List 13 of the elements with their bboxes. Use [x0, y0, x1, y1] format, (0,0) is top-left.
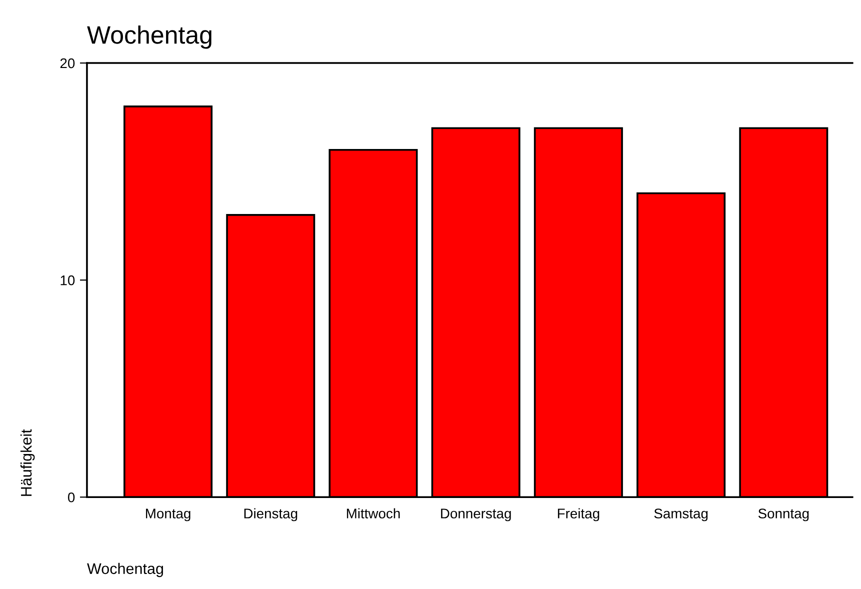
y-tick-label: 20	[60, 58, 75, 68]
x-tick-label: Montag	[146, 508, 190, 522]
x-tick-label: Dienstag	[244, 508, 298, 522]
x-tick-label: Samstag	[654, 508, 708, 522]
y-tick-label: 0	[68, 492, 75, 502]
y-axis-title: Häufigkeit	[20, 429, 35, 496]
x-axis-title: Wochentag	[87, 562, 163, 578]
x-tick-label: Donnerstag	[441, 508, 511, 522]
x-tick-label: Mittwoch	[346, 508, 400, 518]
x-tick-label: Sonntag	[758, 508, 809, 522]
chart-title: Wochentag	[87, 25, 212, 49]
y-tick-label: 10	[60, 275, 75, 286]
x-tick-label: Freitag	[558, 508, 600, 522]
